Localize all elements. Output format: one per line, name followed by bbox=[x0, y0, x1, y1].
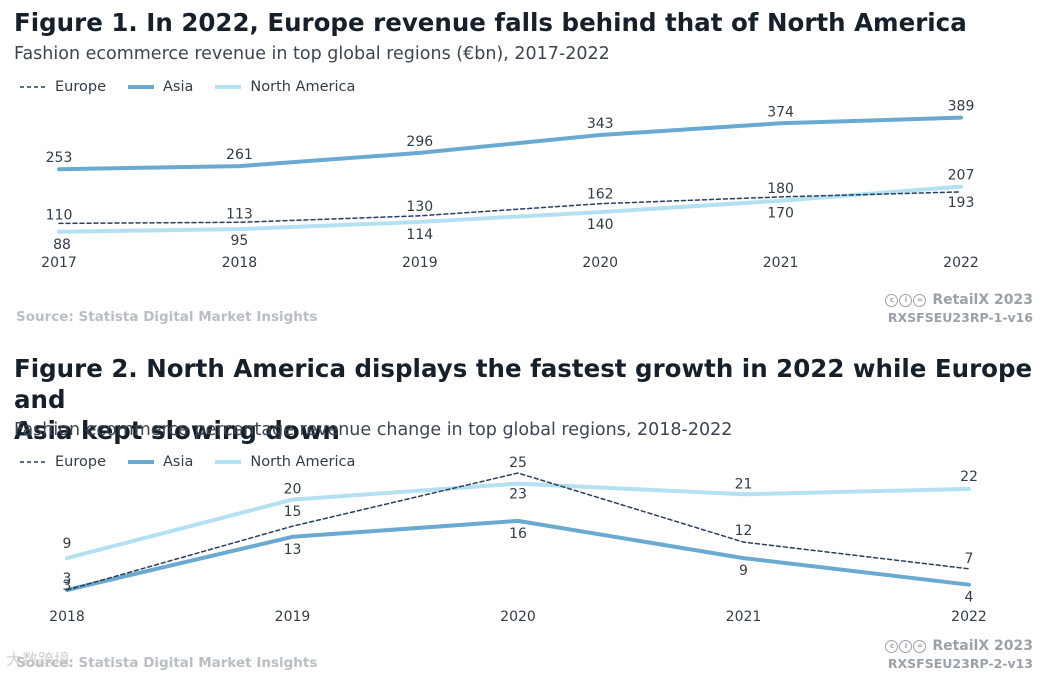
data-label-europe: 25 bbox=[509, 455, 527, 471]
data-label-north-america: 21 bbox=[735, 476, 753, 492]
series-line-europe bbox=[66, 472, 970, 591]
data-label-asia: 3 bbox=[63, 571, 72, 587]
data-label-europe: 3 bbox=[63, 578, 72, 594]
figure-1-source: Source: Statista Digital Market Insights bbox=[16, 309, 318, 325]
attribution-icon: i bbox=[899, 293, 913, 307]
figure-2-line-chart: 3 15 25 12 7 3 13 16 9 4 9 20 23 21 22 2018 2019 2020 2021… bbox=[49, 455, 987, 625]
figure-2-subtitle: Fashion ecommerce percentage revenue cha… bbox=[14, 420, 733, 440]
figure-1-code: RXSFSEU23RP-1-v16 bbox=[887, 310, 1033, 325]
legend-item-europe: Europe bbox=[20, 454, 106, 470]
data-label-north-america: 170 bbox=[767, 206, 794, 222]
data-label-north-america: 140 bbox=[587, 217, 614, 233]
data-label-europe: 162 bbox=[587, 187, 614, 203]
legend-asia-swatch bbox=[128, 85, 154, 89]
x-tick-label: 2018 bbox=[49, 609, 85, 625]
data-label-europe: 110 bbox=[46, 207, 73, 223]
figure-2-title: Figure 2. North America displays the fas… bbox=[14, 353, 1048, 446]
legend-europe-swatch bbox=[20, 86, 46, 88]
legend-item-asia: Asia bbox=[128, 454, 193, 470]
series-line-europe bbox=[58, 191, 962, 225]
data-label-asia: 9 bbox=[739, 563, 748, 579]
figure-1-line-chart: 110 113 130 162 180 193 253 261 296 343 374 389 88 95… bbox=[41, 99, 979, 271]
x-tick-label: 2022 bbox=[943, 255, 979, 271]
data-label-asia: 4 bbox=[965, 590, 974, 606]
data-label-asia: 16 bbox=[509, 526, 527, 542]
x-tick-label: 2021 bbox=[763, 255, 799, 271]
figure-2-source: Source: Statista Digital Market Insights bbox=[16, 655, 318, 671]
legend-asia-label: Asia bbox=[163, 79, 194, 95]
figure-1-subtitle: Fashion ecommerce revenue in top global … bbox=[14, 44, 610, 64]
legend-asia-label: Asia bbox=[163, 454, 194, 470]
data-label-north-america: 9 bbox=[63, 536, 72, 552]
x-tick-label: 2021 bbox=[726, 609, 762, 625]
x-tick-label: 2020 bbox=[582, 255, 618, 271]
legend-item-europe: Europe bbox=[20, 79, 106, 95]
data-label-asia: 253 bbox=[46, 150, 73, 166]
legend-north-america-label: North America bbox=[250, 79, 356, 95]
legend-europe-label: Europe bbox=[55, 79, 106, 95]
series-line-north-america bbox=[65, 481, 971, 561]
figure-1-legend: Europe Asia North America bbox=[20, 79, 377, 95]
series-line-north-america bbox=[57, 184, 963, 234]
data-label-north-america: 95 bbox=[230, 233, 248, 249]
legend-item-north-america: North America bbox=[215, 79, 355, 95]
figure-2-brand: c i = RetailX 2023 RXSFSEU23RP-2-v13 bbox=[885, 638, 1033, 672]
figure-2-title-line1: Figure 2. North America displays the fas… bbox=[14, 354, 1033, 414]
x-tick-label: 2020 bbox=[500, 609, 536, 625]
data-label-asia: 389 bbox=[948, 99, 975, 115]
series-line-asia bbox=[57, 115, 963, 172]
attribution-icon: i bbox=[899, 639, 913, 653]
figure-1-brand-name: RetailX 2023 bbox=[932, 292, 1033, 308]
data-label-asia: 13 bbox=[284, 542, 302, 558]
data-label-north-america: 22 bbox=[960, 469, 978, 485]
figure-2-legend: Europe Asia North America bbox=[20, 454, 377, 470]
data-label-north-america: 88 bbox=[53, 237, 71, 253]
data-label-north-america: 23 bbox=[509, 487, 527, 503]
cc-icon: c bbox=[885, 293, 899, 307]
data-label-north-america: 207 bbox=[948, 168, 975, 184]
legend-europe-swatch bbox=[20, 461, 46, 463]
legend-item-asia: Asia bbox=[128, 79, 193, 95]
data-label-europe: 180 bbox=[767, 181, 794, 197]
series-line-asia bbox=[65, 518, 971, 592]
figure-2-code: RXSFSEU23RP-2-v13 bbox=[887, 656, 1033, 671]
x-tick-label: 2017 bbox=[41, 255, 77, 271]
noncommercial-icon: = bbox=[913, 293, 927, 307]
figure-2-title-line2: Asia kept slowing down bbox=[14, 416, 340, 445]
legend-europe-label: Europe bbox=[55, 454, 106, 470]
data-label-europe: 130 bbox=[406, 199, 433, 215]
data-label-europe: 15 bbox=[284, 504, 302, 520]
data-label-europe: 12 bbox=[735, 523, 753, 539]
legend-north-america-swatch bbox=[215, 460, 242, 464]
legend-asia-swatch bbox=[128, 460, 154, 464]
data-label-europe: 113 bbox=[226, 206, 253, 222]
noncommercial-icon: = bbox=[913, 639, 927, 653]
data-label-asia: 261 bbox=[226, 147, 253, 163]
data-label-europe: 193 bbox=[948, 195, 975, 211]
legend-item-north-america: North America bbox=[215, 454, 355, 470]
data-label-europe: 7 bbox=[965, 551, 974, 567]
watermark: 大数跨境 bbox=[6, 650, 71, 669]
figure-1-brand: c i = RetailX 2023 RXSFSEU23RP-1-v16 bbox=[885, 292, 1033, 326]
legend-north-america-swatch bbox=[215, 85, 242, 89]
legend-north-america-label: North America bbox=[250, 454, 356, 470]
x-tick-label: 2019 bbox=[402, 255, 438, 271]
x-tick-label: 2018 bbox=[222, 255, 258, 271]
data-label-asia: 343 bbox=[587, 116, 614, 132]
x-tick-label: 2019 bbox=[275, 609, 311, 625]
data-label-asia: 374 bbox=[767, 104, 794, 120]
x-tick-label: 2022 bbox=[951, 609, 987, 625]
data-label-north-america: 114 bbox=[406, 227, 433, 243]
data-label-asia: 296 bbox=[406, 134, 433, 150]
figure-2-brand-name: RetailX 2023 bbox=[932, 638, 1033, 654]
cc-icon: c bbox=[885, 639, 899, 653]
figure-1-title: Figure 1. In 2022, Europe revenue falls … bbox=[14, 8, 967, 37]
data-label-north-america: 20 bbox=[284, 482, 302, 498]
